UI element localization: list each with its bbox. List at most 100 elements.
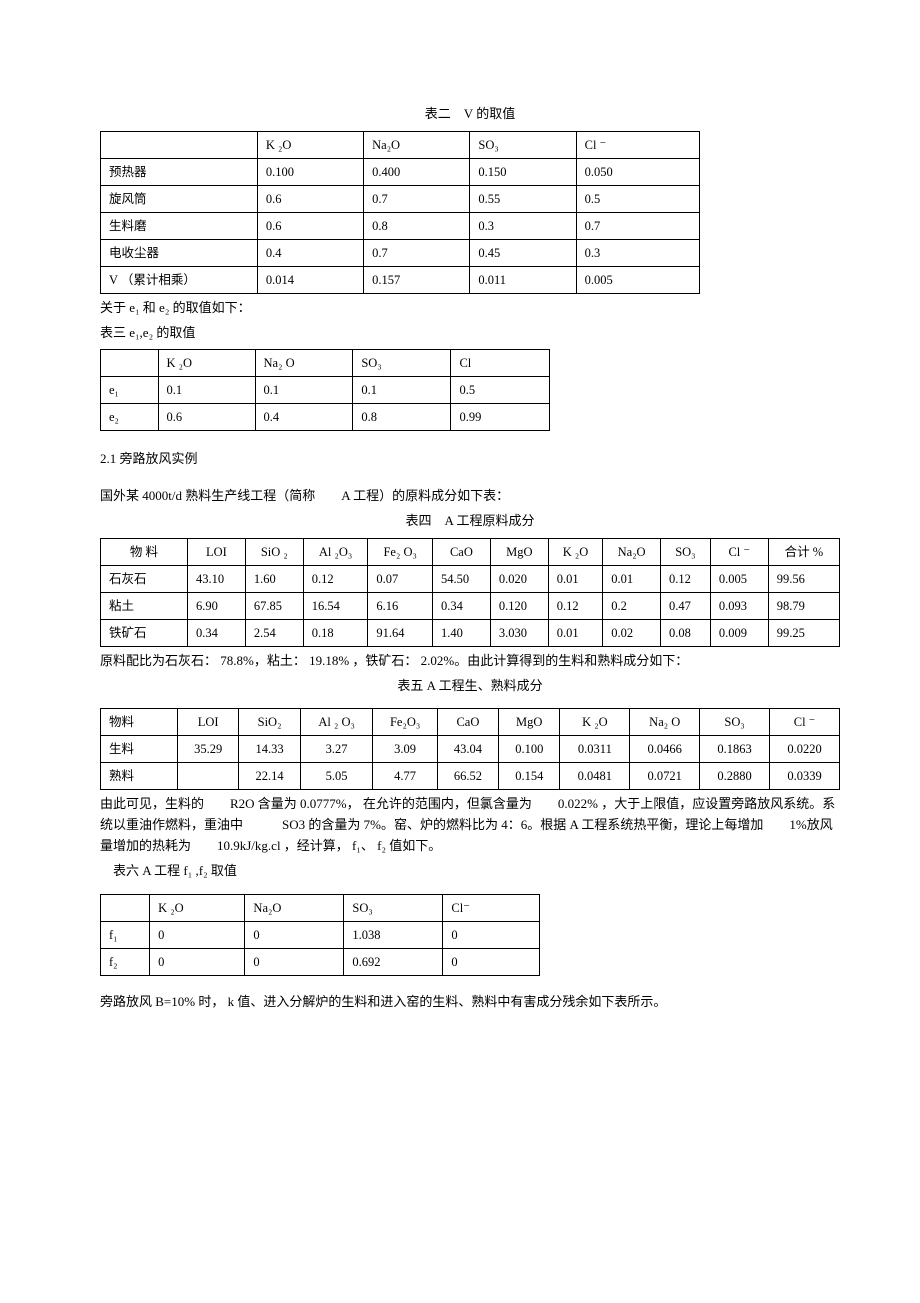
table2-caption: 表二 V 的取值 (100, 104, 840, 125)
cell: 0.99 (451, 404, 550, 431)
table5: 物料 LOI SiO₂ Al ₂ O₃ Fe₂O₃ CaO MgO K ₂O N… (100, 708, 840, 790)
cell (101, 894, 150, 921)
cell: 0.0220 (770, 736, 840, 763)
cell: 99.25 (768, 619, 839, 646)
cell: SiO₂ (239, 709, 300, 736)
cell: 合计 % (768, 538, 839, 565)
paragraph: 关于 e₁ 和 e₂ 的取值如下： (100, 298, 840, 319)
cell: Na₂O (245, 894, 344, 921)
cell: 22.14 (239, 763, 300, 790)
cell: V （累计相乘） (101, 266, 258, 293)
cell: 0.01 (603, 565, 661, 592)
cell: 16.54 (303, 592, 368, 619)
cell: 0.8 (364, 212, 470, 239)
cell: SO₃ (660, 538, 710, 565)
cell: 0.120 (490, 592, 548, 619)
cell: Cl⁻ (443, 894, 540, 921)
cell: Cl ⁻ (710, 538, 768, 565)
cell: 铁矿石 (101, 619, 188, 646)
cell: 0.7 (364, 185, 470, 212)
cell: 54.50 (432, 565, 490, 592)
cell: 3.27 (300, 736, 373, 763)
cell: 6.90 (188, 592, 246, 619)
cell: CaO (432, 538, 490, 565)
cell: 0.4 (257, 239, 363, 266)
cell: 0.154 (499, 763, 560, 790)
cell: 0.692 (344, 948, 443, 975)
cell: 0.6 (158, 404, 255, 431)
table-row: 生料35.2914.333.273.0943.040.1000.03110.04… (101, 736, 840, 763)
cell: 0.55 (470, 185, 576, 212)
cell: 电收尘器 (101, 239, 258, 266)
cell: 粘土 (101, 592, 188, 619)
table6: K ₂O Na₂O SO₃ Cl⁻ f₁001.0380 f₂000.6920 (100, 894, 540, 976)
table-row: e₁0.10.10.10.5 (101, 377, 550, 404)
cell: Na₂ O (255, 350, 353, 377)
cell: 3.030 (490, 619, 548, 646)
cell: 0.0721 (630, 763, 700, 790)
cell: 0.011 (470, 266, 576, 293)
cell: Cl (451, 350, 550, 377)
cell: 0.07 (368, 565, 433, 592)
cell: SO₃ (353, 350, 451, 377)
cell: 2.54 (245, 619, 303, 646)
table-row: K ₂O Na₂ O SO₃ Cl (101, 350, 550, 377)
cell: 0 (150, 948, 245, 975)
cell: 0.150 (470, 158, 576, 185)
cell: 0.093 (710, 592, 768, 619)
cell: LOI (188, 538, 246, 565)
table-row: 预热器0.1000.4000.1500.050 (101, 158, 700, 185)
table4: 物 料 LOI SiO ₂ Al ₂O₃ Fe₂ O₃ CaO MgO K ₂O… (100, 538, 840, 647)
cell: Fe₂ O₃ (368, 538, 433, 565)
table-row: e₂0.60.40.80.99 (101, 404, 550, 431)
cell (178, 763, 239, 790)
cell: 0.100 (499, 736, 560, 763)
cell: 生料磨 (101, 212, 258, 239)
cell: 0.47 (660, 592, 710, 619)
table3: K ₂O Na₂ O SO₃ Cl e₁0.10.10.10.5 e₂0.60.… (100, 349, 550, 431)
cell: 0 (245, 948, 344, 975)
cell: 旋风筒 (101, 185, 258, 212)
cell: 0 (150, 921, 245, 948)
table-row: f₁001.0380 (101, 921, 540, 948)
cell: 0.5 (451, 377, 550, 404)
cell: e₁ (101, 377, 159, 404)
table3-caption: 表三 e₁,e₂ 的取值 (100, 323, 840, 344)
cell: 预热器 (101, 158, 258, 185)
cell: 0.4 (255, 404, 353, 431)
cell: 0.1 (158, 377, 255, 404)
cell: LOI (178, 709, 239, 736)
paragraph: 原料配比为石灰石： 78.8%，粘土： 19.18% ，铁矿石： 2.02%。由… (100, 651, 840, 672)
cell: 98.79 (768, 592, 839, 619)
cell: 14.33 (239, 736, 300, 763)
cell: 0.014 (257, 266, 363, 293)
cell: 生料 (101, 736, 178, 763)
cell: 0.45 (470, 239, 576, 266)
cell: 3.09 (373, 736, 437, 763)
table5-caption: 表五 A 工程生、熟料成分 (100, 676, 840, 697)
cell: 99.56 (768, 565, 839, 592)
cell: 0 (443, 948, 540, 975)
cell: 0.3 (470, 212, 576, 239)
cell: 4.77 (373, 763, 437, 790)
cell: K ₂O (548, 538, 603, 565)
cell: 石灰石 (101, 565, 188, 592)
cell: 0.01 (548, 565, 603, 592)
cell: 0.01 (548, 619, 603, 646)
cell: 0.6 (257, 185, 363, 212)
cell: 0.2880 (700, 763, 770, 790)
table-row: 熟料22.145.054.7766.520.1540.04810.07210.2… (101, 763, 840, 790)
cell: 0.7 (364, 239, 470, 266)
cell: 0.1 (353, 377, 451, 404)
cell: Na₂O (603, 538, 661, 565)
cell: 物 料 (101, 538, 188, 565)
cell: 5.05 (300, 763, 373, 790)
table4-caption: 表四 A 工程原料成分 (100, 511, 840, 532)
cell: Na₂O (364, 131, 470, 158)
cell: 熟料 (101, 763, 178, 790)
cell: 0.3 (576, 239, 699, 266)
table-row: 物料 LOI SiO₂ Al ₂ O₃ Fe₂O₃ CaO MgO K ₂O N… (101, 709, 840, 736)
cell: 0.2 (603, 592, 661, 619)
cell: Cl ⁻ (576, 131, 699, 158)
cell: Fe₂O₃ (373, 709, 437, 736)
